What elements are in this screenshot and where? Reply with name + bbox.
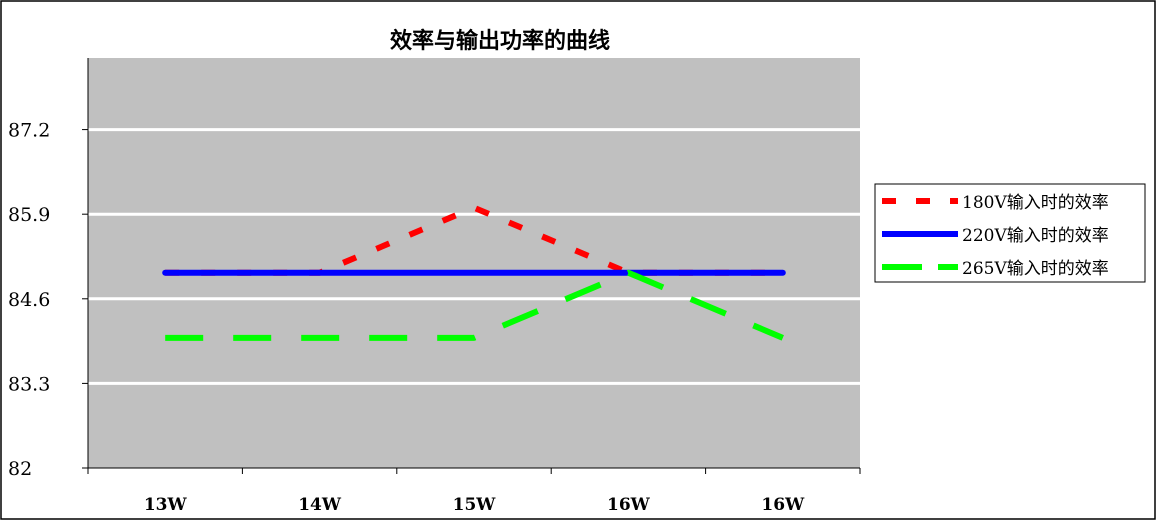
x-tick-label: 13W xyxy=(144,495,188,515)
x-tick-label: 16W xyxy=(761,495,805,515)
y-tick-label: 85.9 xyxy=(8,204,50,226)
y-tick-label: 84.6 xyxy=(8,289,50,311)
y-tick-label: 87.2 xyxy=(8,120,50,142)
x-tick-label: 15W xyxy=(453,495,497,515)
legend-label-1: 180V输入时的效率 xyxy=(962,193,1109,213)
plot-area xyxy=(88,58,860,468)
x-tick-label: 14W xyxy=(298,495,342,515)
legend-label-3: 265V输入时的效率 xyxy=(962,259,1109,279)
chart-title: 效率与输出功率的曲线 xyxy=(390,28,610,54)
x-tick-label: 16W xyxy=(607,495,651,515)
y-tick-label: 82 xyxy=(8,458,32,480)
y-tick-label: 83.3 xyxy=(8,373,50,395)
legend-label-2: 220V输入时的效率 xyxy=(962,226,1109,246)
